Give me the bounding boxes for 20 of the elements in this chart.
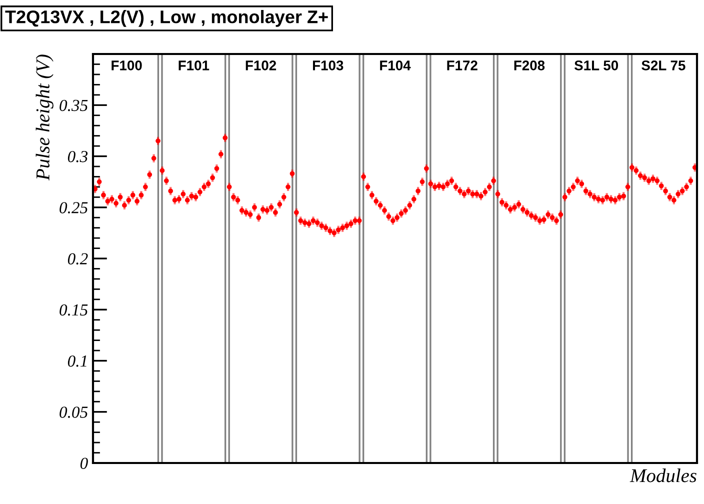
y-tick-label: 0.1 (68, 355, 86, 367)
annotation: F104 (380, 60, 411, 70)
y-tick-label: 0.2 (68, 253, 88, 265)
annotation: F102 (246, 60, 276, 70)
y-tick-label: 0.05 (60, 406, 88, 418)
y-tick-label: 0.3 (68, 150, 88, 162)
y-axis-title: Pulse height (V) (36, 54, 54, 180)
annotation: F103 (312, 60, 344, 70)
y-tick-label: 0.25 (60, 202, 88, 214)
x-axis-title: Modules (630, 468, 696, 482)
annotation: F101 (178, 60, 210, 70)
annotation: F100 (112, 60, 142, 70)
y-tick-label: 0.15 (60, 304, 88, 316)
y-tick-label: 0.35 (60, 100, 88, 112)
annotation: F208 (514, 60, 545, 70)
y-tick-label: 0 (80, 458, 88, 469)
annotation: S1L 50 (574, 60, 618, 70)
chart-title: T2Q13VX , L2(V) , Low , monolayer Z+ (5, 10, 328, 27)
annotation: S2L 75 (642, 60, 686, 70)
annotation: F172 (447, 60, 478, 70)
